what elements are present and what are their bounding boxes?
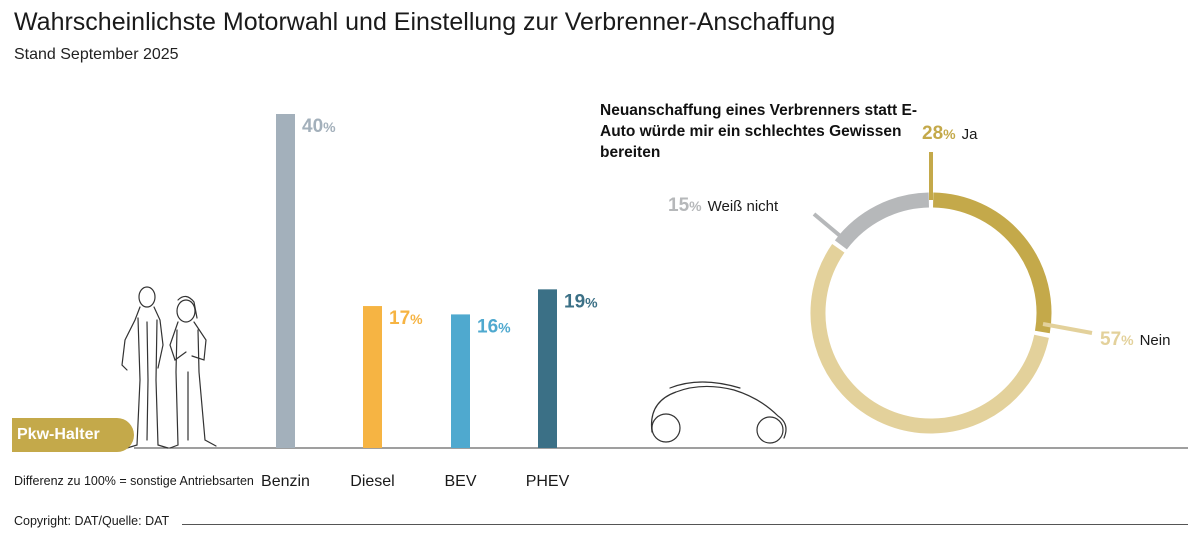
donut-chart: 28% Ja 57% Nein 15% Weiß nicht xyxy=(668,123,1170,434)
donut-leader-line xyxy=(812,212,847,242)
bar-benzin xyxy=(276,114,295,448)
footer-divider xyxy=(182,524,1188,525)
people-illustration xyxy=(121,286,217,449)
chart-title: Wahrscheinlichste Motorwahl und Einstell… xyxy=(14,8,836,36)
category-label: BEV xyxy=(444,473,476,490)
audience-badge: Pkw-Halter xyxy=(12,418,134,452)
bar-bev xyxy=(451,314,470,448)
chart-subtitle: Stand September 2025 xyxy=(14,46,179,63)
bar-value-label: 16% xyxy=(477,316,511,337)
copyright-text: Copyright: DAT/Quelle: DAT xyxy=(14,514,170,528)
donut-value-label: 57% Nein xyxy=(1100,329,1170,350)
bar-diesel xyxy=(363,306,382,448)
chart-note: Differenz zu 100% = sonstige Antriebsart… xyxy=(14,474,254,488)
bar-value-label: 40% xyxy=(302,116,336,137)
category-label: PHEV xyxy=(526,473,570,490)
donut-segment-nein xyxy=(810,244,1049,434)
bar-value-label: 17% xyxy=(389,308,423,329)
donut-title: Neuanschaffung eines Verbrenners statt E… xyxy=(600,102,917,161)
donut-segment-ja xyxy=(932,192,1052,334)
bar-phev xyxy=(538,289,557,448)
car-illustration xyxy=(650,381,787,444)
donut-segment-weiss-nicht xyxy=(834,192,930,250)
donut-value-label: 28% Ja xyxy=(922,123,978,144)
donut-leader-line xyxy=(1042,322,1093,335)
bar-series: 40% Benzin 17% Diesel 16% BEV 19% PHEV xyxy=(261,114,598,490)
donut-value-label: 15% Weiß nicht xyxy=(668,195,779,216)
category-label: Benzin xyxy=(261,473,310,490)
category-label: Diesel xyxy=(350,473,394,490)
bar-value-label: 19% xyxy=(564,291,598,312)
